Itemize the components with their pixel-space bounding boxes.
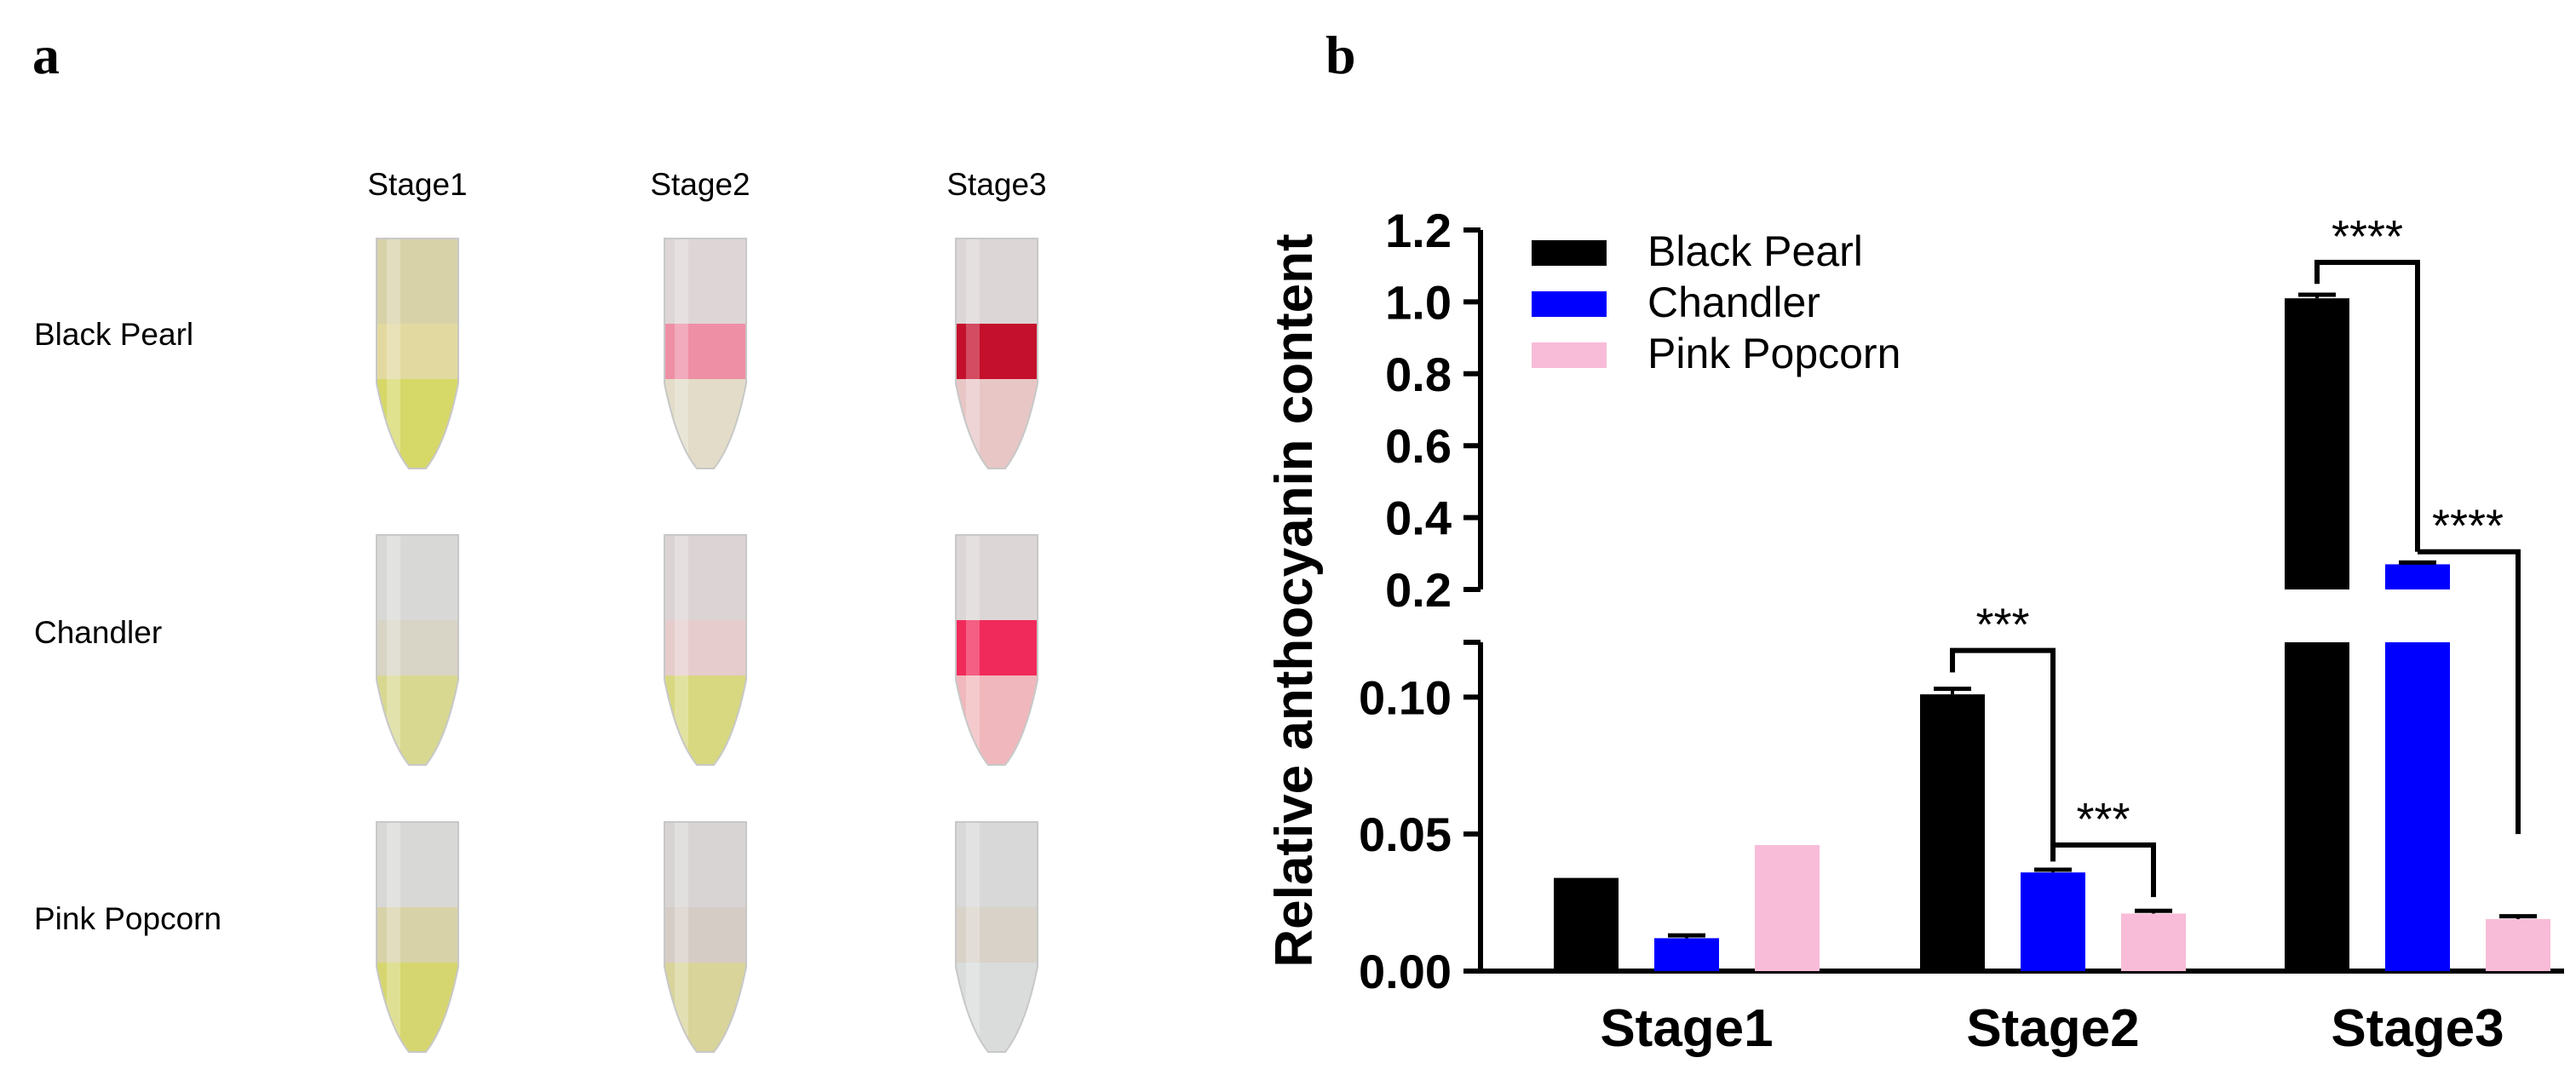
bar-chandler-stage3-upper — [2385, 564, 2450, 589]
photo-column-stage3: Stage3 — [946, 167, 1047, 202]
significance-label-3: **** — [2332, 211, 2403, 262]
y-tick-label-upper-4: 1.0 — [1385, 275, 1452, 329]
bar-pink-popcorn-stage2 — [2121, 913, 2186, 971]
bar-black-pearl-stage2 — [1920, 694, 1985, 971]
photo-row-black-pearl: Black Pearl — [34, 317, 194, 352]
anthocyanin-bar-chart: 0.2 0.4 0.6 0.8 1.0 1.2 0.00 0.05 0.10 Relative a… — [1265, 204, 2564, 1058]
y-tick-label-upper-2: 0.6 — [1385, 419, 1452, 473]
significance-label-2: *** — [2076, 794, 2130, 845]
tube-1-2 — [664, 238, 747, 469]
y-tick-label-lower-2: 0.10 — [1359, 670, 1452, 724]
tube-3-1 — [376, 821, 459, 1053]
y-axis-label: Relative anthocyanin content — [1265, 233, 1324, 967]
y-tick-label-upper-3: 0.8 — [1385, 348, 1452, 401]
significance-bracket-2 — [2050, 842, 2156, 898]
panel-b-letter: b — [1325, 25, 1356, 85]
y-tick-label-upper-1: 0.4 — [1385, 492, 1452, 545]
bar-pink-popcorn-stage3 — [2486, 918, 2550, 971]
bar-chandler-stage3-lower — [2385, 642, 2450, 971]
legend-label-1: Black Pearl — [1647, 227, 1863, 275]
significance-bracket-1 — [1950, 647, 2056, 859]
tube-1-3 — [955, 238, 1038, 469]
tube-photo-grid — [376, 238, 1038, 1053]
bar-chandler-stage1 — [1654, 938, 1719, 971]
tube-2-1 — [376, 534, 459, 766]
tube-2-3 — [955, 534, 1038, 766]
significance-label-4: **** — [2432, 501, 2504, 552]
y-tick-label-upper-0: 0.2 — [1385, 563, 1452, 617]
photo-column-stage2: Stage2 — [650, 167, 750, 202]
tube-3-2 — [664, 821, 747, 1053]
x-tick-label-stage2: Stage2 — [1966, 999, 2139, 1058]
tube-3-3 — [955, 821, 1038, 1053]
tube-2-2 — [664, 534, 747, 766]
tube-1-1 — [376, 238, 459, 469]
photo-row-chandler: Chandler — [34, 615, 163, 650]
y-tick-label-upper-5: 1.2 — [1385, 204, 1452, 257]
panel-a-letter: a — [32, 25, 60, 85]
significance-bracket-3 — [2314, 259, 2420, 552]
bar-black-pearl-stage3-upper — [2285, 298, 2349, 589]
significance-label-1: *** — [1975, 600, 2029, 651]
y-tick-label-lower-0: 0.00 — [1359, 945, 1452, 998]
photo-column-stage1: Stage1 — [367, 167, 468, 202]
bar-pink-popcorn-stage1 — [1755, 845, 1820, 971]
bar-black-pearl-stage3-lower — [2285, 642, 2349, 971]
photo-row-pink-popcorn: Pink Popcorn — [34, 901, 222, 936]
legend-swatch-3 — [1532, 342, 1607, 368]
legend-label-3: Pink Popcorn — [1647, 330, 1900, 377]
significance-bracket-4 — [2418, 549, 2521, 835]
legend-swatch-2 — [1532, 291, 1607, 317]
bar-black-pearl-stage1 — [1554, 877, 1619, 971]
x-tick-label-stage1: Stage1 — [1600, 999, 1773, 1058]
legend-swatch-1 — [1532, 240, 1607, 266]
legend-label-2: Chandler — [1647, 279, 1820, 326]
x-tick-label-stage3: Stage3 — [2331, 999, 2504, 1058]
y-tick-label-lower-1: 0.05 — [1359, 808, 1452, 861]
bar-chandler-stage2 — [2021, 872, 2085, 971]
